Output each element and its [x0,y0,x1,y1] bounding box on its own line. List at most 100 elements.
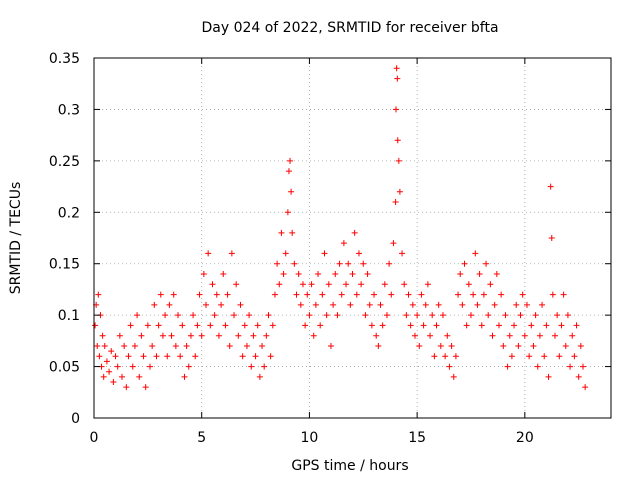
data-point [543,322,550,329]
data-point [478,322,485,329]
data-point [280,271,287,277]
data-point [224,291,231,298]
data-point [396,188,403,195]
data-point [330,301,337,308]
data-point [431,353,438,360]
data-point [457,271,464,277]
data-point [142,384,149,391]
data-point [134,312,141,319]
data-point [407,322,414,329]
grid-lines [94,58,611,418]
data-point [390,240,397,247]
data-point [336,260,343,267]
y-tick-label: 0.05 [49,360,80,376]
data-point [442,353,449,360]
data-point [295,271,302,277]
data-point [573,322,580,329]
data-point [265,312,272,319]
y-tick-label: 0.3 [58,102,80,118]
data-point [569,332,576,339]
data-point [304,291,311,298]
data-point [360,260,367,267]
data-point [500,343,507,349]
data-point [536,332,543,339]
data-point [562,343,569,349]
data-point [213,291,220,298]
data-point [119,373,126,380]
data-point [157,291,164,298]
data-point [349,271,356,277]
data-point [181,373,188,380]
data-point [299,281,306,288]
data-point [110,379,117,385]
data-point [149,343,156,349]
data-point [567,363,574,370]
data-point [252,353,259,360]
data-point [106,368,113,375]
data-point [418,291,425,298]
data-point [405,291,412,298]
data-point [548,235,555,241]
data-point [175,312,182,319]
data-point [190,312,197,319]
data-point [429,312,436,319]
data-point [375,343,382,349]
data-point [127,322,134,329]
data-point [259,343,266,349]
data-point [558,322,565,329]
data-point [235,332,242,339]
data-point [179,322,186,329]
data-point [99,332,106,339]
data-point [420,322,427,329]
data-point [556,353,563,360]
data-point [261,363,268,370]
data-point [100,373,107,380]
data-point [487,281,494,288]
data-point [422,301,429,308]
data-point [153,353,160,360]
data-point [138,332,145,339]
data-point [437,343,444,349]
axis-ticks [93,57,611,419]
data-point [551,332,558,339]
data-point [338,291,345,298]
data-point [534,363,541,370]
data-point [233,281,240,288]
data-point [205,250,212,257]
data-point [577,343,584,349]
data-point [103,358,110,365]
data-points [92,65,589,391]
data-point [523,301,530,308]
data-point [435,301,442,308]
data-point [302,322,309,329]
data-point [459,301,466,308]
data-point [474,301,481,308]
data-point [323,312,330,319]
data-point [381,281,388,288]
data-point [170,291,177,298]
data-point [450,373,457,380]
data-point [166,301,173,308]
data-point [321,250,328,257]
data-point [231,312,238,319]
data-point [164,353,171,360]
y-tick-label: 0.35 [49,51,80,67]
data-point [386,260,393,267]
data-point [114,363,121,370]
data-point [287,157,294,164]
data-point [489,332,496,339]
data-point [101,343,108,349]
data-point [108,348,115,355]
data-point [452,353,459,360]
data-point [147,363,154,370]
data-point [480,291,487,298]
data-point [368,322,375,329]
data-point [317,322,324,329]
data-point [424,281,431,288]
data-point [159,332,166,339]
data-point [409,301,416,308]
data-point [519,291,526,298]
data-point [476,271,483,277]
data-point [532,312,539,319]
